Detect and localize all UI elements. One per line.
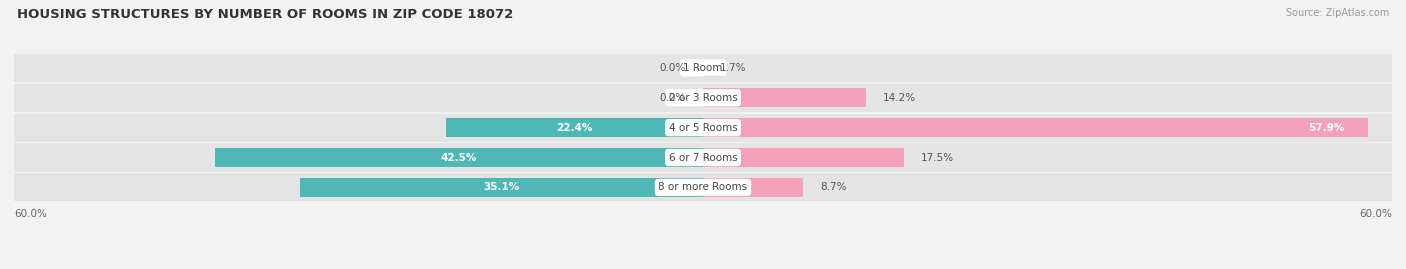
Bar: [14, 173, 1392, 201]
Bar: [703, 178, 803, 197]
Text: 8.7%: 8.7%: [820, 182, 846, 192]
Bar: [703, 59, 723, 77]
Text: 42.5%: 42.5%: [441, 153, 477, 162]
Text: 35.1%: 35.1%: [484, 182, 520, 192]
Bar: [703, 118, 1368, 137]
Text: 1.7%: 1.7%: [720, 63, 747, 73]
Bar: [14, 114, 1392, 142]
Bar: [299, 178, 703, 197]
Bar: [703, 89, 866, 107]
Text: 17.5%: 17.5%: [921, 153, 955, 162]
Text: 60.0%: 60.0%: [1360, 209, 1392, 219]
Text: 22.4%: 22.4%: [557, 123, 592, 133]
Text: 0.0%: 0.0%: [659, 63, 686, 73]
Text: 6 or 7 Rooms: 6 or 7 Rooms: [669, 153, 737, 162]
Bar: [14, 54, 1392, 82]
Text: 60.0%: 60.0%: [14, 209, 46, 219]
Bar: [14, 84, 1392, 112]
Bar: [703, 148, 904, 167]
Bar: [446, 118, 703, 137]
Bar: [14, 143, 1392, 172]
Text: 4 or 5 Rooms: 4 or 5 Rooms: [669, 123, 737, 133]
Bar: [215, 148, 703, 167]
Text: HOUSING STRUCTURES BY NUMBER OF ROOMS IN ZIP CODE 18072: HOUSING STRUCTURES BY NUMBER OF ROOMS IN…: [17, 8, 513, 21]
Text: 57.9%: 57.9%: [1309, 123, 1346, 133]
Text: 1 Room: 1 Room: [683, 63, 723, 73]
Text: Source: ZipAtlas.com: Source: ZipAtlas.com: [1285, 8, 1389, 18]
Text: 2 or 3 Rooms: 2 or 3 Rooms: [669, 93, 737, 103]
Text: 0.0%: 0.0%: [659, 93, 686, 103]
Text: 14.2%: 14.2%: [883, 93, 917, 103]
Text: 8 or more Rooms: 8 or more Rooms: [658, 182, 748, 192]
